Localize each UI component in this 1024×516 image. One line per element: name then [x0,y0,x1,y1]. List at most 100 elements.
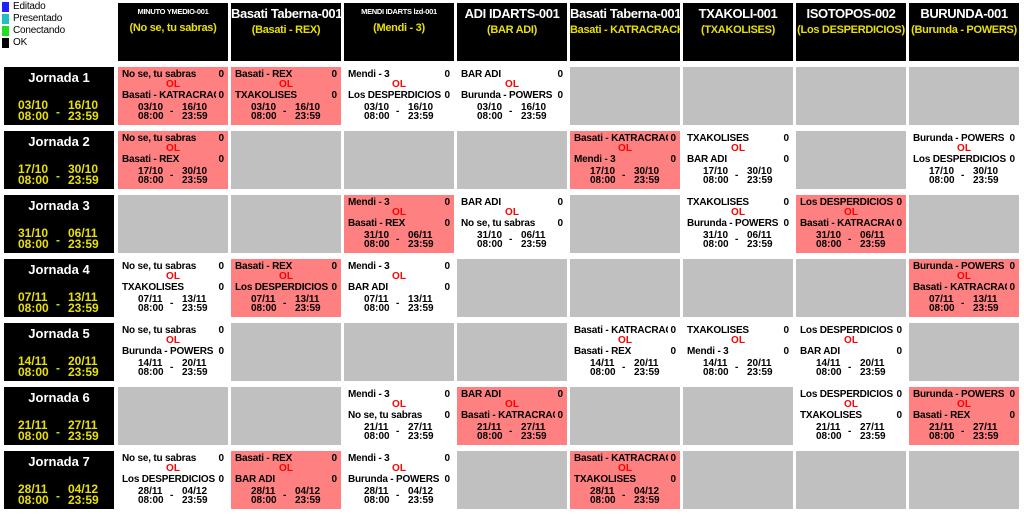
jornada-header[interactable]: Jornada 5 14/11 08:00-20/11 23:59 [4,323,114,381]
home-score: 0 [218,325,224,336]
match-cell[interactable]: TXAKOLISES 0 OL BAR ADI 0 17/10 08:00-30/10 23:… [683,131,793,189]
jornada-end: 13/11 23:59 [68,291,99,314]
home-team: Burunda - POWERS [913,133,1005,144]
match-status: OL [392,207,406,218]
match-cell[interactable]: BAR ADI 0 OL Burunda - POWERS 0 03/10 08:00-16… [457,67,567,125]
away-team: Basati - REX [574,346,632,357]
home-score: 0 [218,261,224,272]
match-cell[interactable]: Mendi - 3 0 OL Los DESPERDICIOS 0 03/10 08:00-… [344,67,454,125]
match-cell[interactable]: Basati - REX 0 OL Los DESPERDICIOS 0 07/11 08:… [231,259,341,317]
match-status: OL [618,463,632,474]
empty-cell [683,67,793,125]
match-date-separator: - [170,490,174,501]
jornada-end-time: 23:59 [68,365,99,379]
match-cell[interactable]: Basati - KATRACRACKS0OLTXAKOLISES028/110… [570,451,680,509]
jornada-start-date: 28/11 [18,482,48,496]
match-cell[interactable]: Los DESPERDICIOS 0 OL BAR ADI 0 14/11 08:00-20… [796,323,906,381]
jornada-date-separator: - [56,233,60,247]
match-end-date: 27/11 [408,422,433,433]
home-team: Basati - REX [235,453,293,464]
match-start: 07/11 08:00 [138,295,164,314]
away-score: 0 [444,282,450,293]
jornada-start-time: 08:00 [18,365,49,379]
match-cell[interactable]: Mendi - 3 0 OL No se, tu sabras 0 21/11 08:00-… [344,387,454,445]
match-cell[interactable]: No se, tu sabras 0 OL Burunda - POWERS 0 14/1… [118,323,228,381]
match-start-date: 14/11 [703,358,728,369]
match-end-time: 23:59 [182,303,208,314]
team-name: Basati Taberna-001 [231,6,341,21]
jornada-header[interactable]: Jornada 6 21/11 08:00-27/11 23:59 [4,387,114,445]
jornada-end: 06/11 23:59 [68,227,99,250]
team-header[interactable]: MENDI IDARTS lzd-001 (Mendi - 3) [344,3,454,61]
jornada-header[interactable]: Jornada 4 07/11 08:00-13/11 23:59 [4,259,114,317]
match-start: 07/11 08:00 [251,295,277,314]
jornada-header[interactable]: Jornada 2 17/10 08:00-30/10 23:59 [4,131,114,189]
match-start-time: 08:00 [251,495,277,506]
match-cell[interactable]: Basati - REX 0 OL TXAKOLISES 0 03/10 08:00-16/… [231,67,341,125]
away-score: 0 [783,218,789,229]
match-status: OL [279,271,293,282]
jornada-start-time: 08:00 [18,109,49,123]
match-cell[interactable]: TXAKOLISES 0 OL Mendi - 3 0 14/11 08:00-20/11 2… [683,323,793,381]
match-date-separator: - [509,106,513,117]
home-team: Los DESPERDICIOS [800,325,893,336]
match-cell[interactable]: BAR ADI 0 OL No se, tu sabras 0 31/10 08:00-06… [457,195,567,253]
match-cell[interactable]: Mendi - 3 0 OL Burunda - POWERS 0 28/11 08:00-… [344,451,454,509]
home-team: No se, tu sabras [122,69,197,80]
match-end-date: 30/10 [973,166,999,177]
jornada-end-date: 30/10 [68,162,99,176]
jornada-header[interactable]: Jornada 1 03/10 08:00-16/10 23:59 [4,67,114,125]
match-date-separator: - [735,234,739,245]
team-header[interactable]: Basati Taberna-001 Basati - KATRACRACKS [570,3,680,61]
match-cell[interactable]: Mendi - 3 0 OL Basati - REX 0 31/10 08:00-06/1… [344,195,454,253]
jornada-header[interactable]: Jornada 7 28/11 08:00-04/12 23:59 [4,451,114,509]
empty-cell [118,387,228,445]
away-score: 0 [218,282,224,293]
match-end: 30/10 23:59 [973,166,999,186]
away-score: 0 [896,218,902,229]
match-start: 21/11 08:00 [364,423,390,442]
jornada-date-separator: - [56,297,60,311]
match-cell[interactable]: Burunda - POWERS 0 OL Basati - REX 0 21/11 08:… [909,387,1019,445]
match-cell[interactable]: No se, tu sabras 0 OL Los DESPERDICIOS 0 28/1… [118,451,228,509]
team-header[interactable]: BURUNDA-001 (Burunda - POWERS) [909,3,1019,61]
match-cell[interactable]: Basati - REX 0 OL BAR ADI 0 28/11 08:00-04/12 2… [231,451,341,509]
match-cell[interactable]: No se, tu sabras 0 OL Basati - REX 0 17/10 08:… [118,131,228,189]
empty-cell [457,131,567,189]
home-score: 0 [783,197,789,208]
jornada-header[interactable]: Jornada 3 31/10 08:00-06/11 23:59 [4,195,114,253]
home-score: 0 [1009,133,1015,144]
legend-label: OK [13,37,28,48]
team-header[interactable]: TXAKOLI-001 (TXAKOLISES) [683,3,793,61]
match-cell[interactable]: Mendi - 3 0 OL BAR ADI 0 07/11 08:00-13/11 23:5… [344,259,454,317]
team-header[interactable]: ISOTOPOS-002 (Los DESPERDICIOS) [796,3,906,61]
match-start: 07/11 08:00 [929,295,955,314]
match-end: 20/11 23:59 [634,359,660,378]
jornada-start: 14/11 08:00 [18,355,49,379]
team-header[interactable]: ADI IDARTS-001 (BAR ADI) [457,3,567,61]
match-cell[interactable]: Burunda - POWERS 0 OL Los DESPERDICIOS 0 17/1… [909,131,1019,189]
match-start: 28/11 08:00 [590,487,616,506]
jornada-end: 04/12 23:59 [68,483,99,506]
match-start-time: 08:00 [590,367,616,378]
jornada-end-date: 27/11 [68,418,98,432]
away-team: Basati - REX [122,154,180,165]
match-cell[interactable]: No se, tu sabras 0 OL TXAKOLISES 0 07/11 08:00… [118,259,228,317]
match-cell[interactable]: TXAKOLISES 0 OL Burunda - POWERS 0 31/10 08:00… [683,195,793,253]
match-start-time: 08:00 [364,495,390,506]
match-start-time: 08:00 [477,239,503,250]
team-header[interactable]: MINUTO YMEDIO-001 (No se, tu sabras) [118,3,228,61]
legend-item: Presentado [2,13,112,25]
team-sub: (TXAKOLISES) [700,24,775,36]
match-cell[interactable]: Los DESPERDICIOS 0 OL TXAKOLISES 0 21/11 08:00… [796,387,906,445]
team-header[interactable]: Basati Taberna-001 (Basati - REX) [231,3,341,61]
away-team: TXAKOLISES [235,90,297,101]
jornada-end-time: 23:59 [68,429,99,443]
match-start-time: 08:00 [138,367,164,378]
